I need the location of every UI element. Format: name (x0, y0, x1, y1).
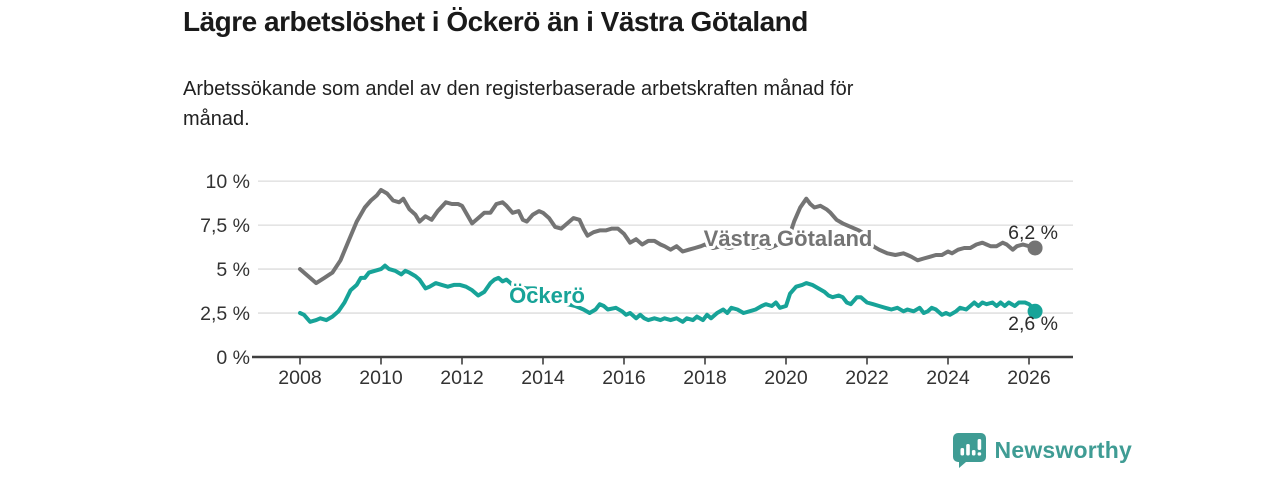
chart-subtitle: Arbetssökande som andel av den registerb… (183, 74, 853, 134)
x-axis-tick-label: 2026 (1007, 367, 1050, 389)
y-axis-tick-label: 0 % (216, 347, 250, 369)
chart-title: Lägre arbetslöshet i Öckerö än i Västra … (183, 6, 808, 37)
series-label-ockero: Öckerö (509, 283, 585, 308)
x-axis-tick-label: 2010 (359, 367, 403, 389)
x-axis-tick-label: 2020 (764, 367, 808, 389)
series-line-ockero (298, 263, 1038, 324)
x-axis-tick-label: 2022 (845, 367, 888, 389)
x-axis-tick-label: 2008 (278, 367, 321, 389)
x-axis-tick-label: 2024 (926, 367, 970, 389)
chart-subtitle-line-1: Arbetssökande som andel av den registerb… (183, 78, 854, 100)
series-label-vastra-gotaland: Västra Götaland (704, 226, 873, 251)
bar-chart-speech-bubble-icon (952, 433, 986, 468)
chart-subtitle-line-2: månad. (183, 108, 250, 130)
y-axis-tick-label: 5 % (216, 259, 250, 281)
newsworthy-logo: Newsworthy (952, 433, 1132, 468)
end-value-label-ockero: 2,6 % (1008, 313, 1058, 335)
end-value-label-vastra-gotaland: 6,2 % (1008, 222, 1058, 244)
x-axis-tick-label: 2014 (521, 367, 565, 389)
series-end-dot-vastra-gotaland (1027, 240, 1043, 256)
x-axis-tick-label: 2018 (683, 367, 726, 389)
y-axis-tick-label: 7,5 % (200, 215, 250, 237)
series-line-vastra-gotaland (298, 188, 1038, 286)
y-axis-tick-label: 10 % (206, 171, 250, 193)
newsworthy-wordmark: Newsworthy (994, 437, 1132, 463)
x-axis-tick-label: 2012 (440, 367, 483, 389)
series-end-dot-ockero (1027, 303, 1043, 319)
x-axis-tick-label: 2016 (602, 367, 645, 389)
y-axis-tick-label: 2,5 % (200, 303, 250, 325)
